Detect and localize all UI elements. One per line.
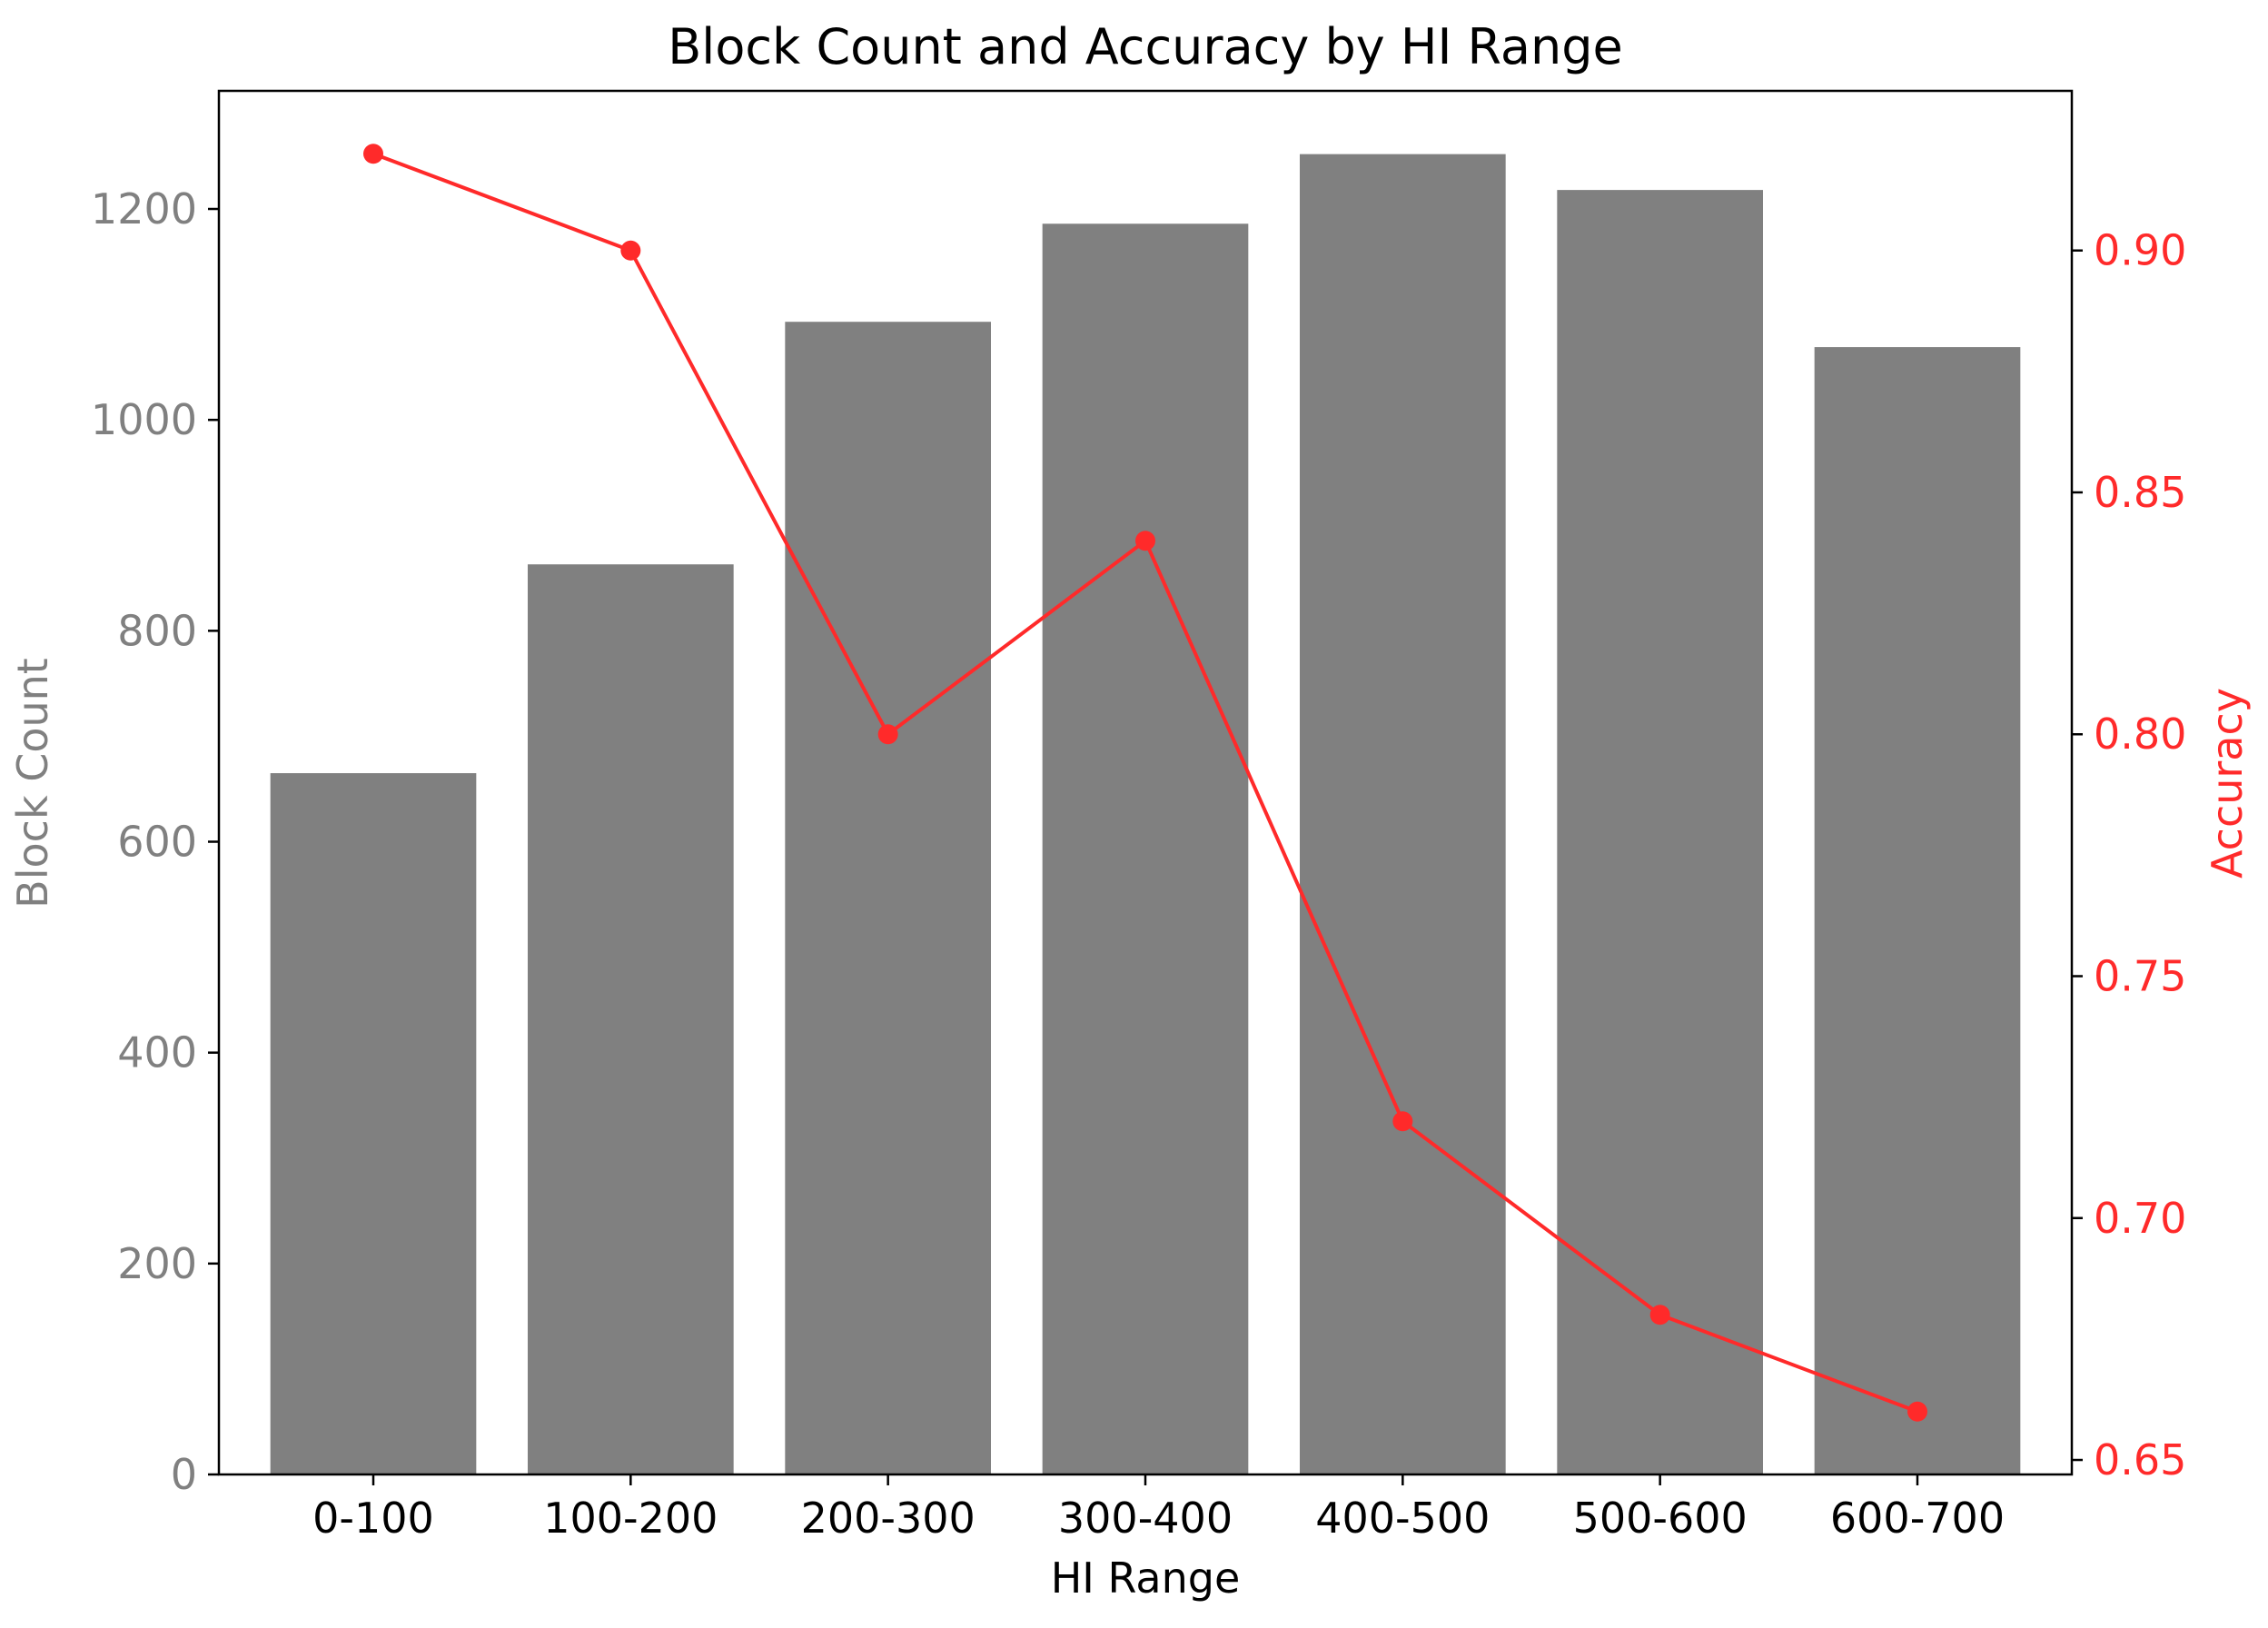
y-left-tick-label: 1200: [91, 184, 197, 233]
ticks-layer: 0-100 100-200 200-300 300-400 400-500 500-600…: [91, 184, 2187, 1543]
x-tick-label: 100-200: [543, 1494, 718, 1543]
x-tick-label: 0-100: [312, 1494, 434, 1543]
bar-200-300: [785, 322, 991, 1475]
y-right-tick-label: 0.70: [2094, 1194, 2186, 1243]
bar-0-100: [270, 773, 477, 1474]
accuracy-point-100-200: [620, 240, 641, 261]
y-right-tick-label: 0.80: [2094, 710, 2186, 759]
y-left-tick-label: 0: [171, 1450, 197, 1499]
bar-500-600: [1557, 190, 1763, 1474]
y-left-tick-label: 600: [117, 818, 197, 867]
y-right-tick-label: 0.90: [2094, 226, 2186, 275]
bar-300-400: [1042, 223, 1249, 1475]
bars-layer: [270, 154, 2021, 1475]
bar-400-500: [1300, 154, 1506, 1474]
y-right-axis-label: Accuracy: [2203, 688, 2252, 879]
accuracy-point-600-700: [1907, 1401, 1927, 1422]
bar-100-200: [528, 564, 734, 1474]
y-left-axis-label: Block Count: [8, 658, 57, 908]
x-tick-label: 500-600: [1573, 1494, 1748, 1543]
accuracy-point-500-600: [1649, 1305, 1670, 1325]
bar-600-700: [1814, 347, 2021, 1474]
accuracy-point-200-300: [877, 724, 898, 745]
accuracy-point-400-500: [1392, 1111, 1413, 1132]
y-right-tick-label: 0.65: [2094, 1435, 2186, 1484]
line-layer: [363, 144, 1927, 1422]
y-right-tick-label: 0.85: [2094, 468, 2186, 517]
y-left-tick-label: 1000: [91, 395, 197, 444]
y-left-tick-label: 200: [117, 1239, 197, 1288]
accuracy-point-300-400: [1135, 531, 1155, 551]
y-left-tick-label: 800: [117, 606, 197, 655]
x-tick-label: 400-500: [1315, 1494, 1490, 1543]
x-axis-label: HI Range: [1051, 1554, 1241, 1603]
accuracy-point-0-100: [363, 144, 383, 164]
x-tick-label: 200-300: [801, 1494, 976, 1543]
chart-title: Block Count and Accuracy by HI Range: [668, 18, 1622, 75]
y-right-tick-label: 0.75: [2094, 952, 2186, 1001]
x-tick-label: 300-400: [1058, 1494, 1233, 1543]
x-tick-label: 600-700: [1830, 1494, 2005, 1543]
y-left-tick-label: 400: [117, 1028, 197, 1077]
